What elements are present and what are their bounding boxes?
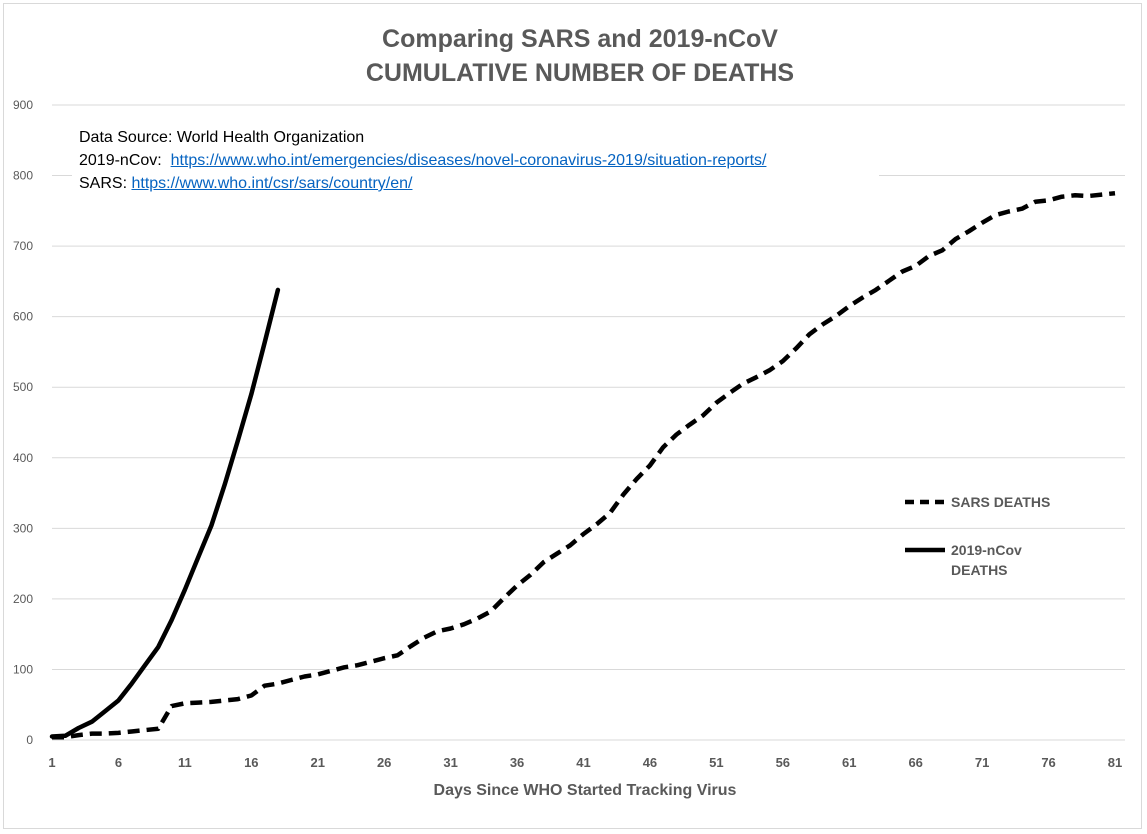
x-tick-label: 46	[643, 755, 657, 770]
x-tick-label: 16	[244, 755, 258, 770]
chart-title: Comparing SARS and 2019-nCoV CUMULATIVE …	[0, 22, 1147, 90]
y-tick-label: 900	[13, 98, 33, 112]
sars-source-line: SARS: https://www.who.int/csr/sars/count…	[79, 172, 879, 195]
chart-title-line1: Comparing SARS and 2019-nCoV	[382, 25, 778, 53]
ncov-source-label: 2019-nCov:	[79, 152, 162, 169]
y-tick-label: 300	[13, 521, 33, 535]
y-axis-ticks: 0 100 200 300 400 500 600 700 800 900	[13, 98, 33, 747]
legend-ncov-label-line1: 2019-nCov	[951, 542, 1022, 558]
x-tick-label: 31	[443, 755, 457, 770]
chart-title-line2: CUMULATIVE NUMBER OF DEATHS	[365, 59, 795, 87]
x-tick-label: 81	[1108, 755, 1122, 770]
ncov-source-link[interactable]: https://www.who.int/emergencies/diseases…	[170, 152, 767, 169]
sars-source-label: SARS:	[79, 175, 128, 192]
gridlines	[52, 104, 1125, 741]
sars-deaths-line	[52, 190, 1116, 740]
x-tick-label: 36	[510, 755, 524, 770]
x-axis-title: Days Since WHO Started Tracking Virus	[434, 782, 737, 799]
x-tick-label: 66	[908, 755, 922, 770]
y-tick-label: 700	[13, 239, 33, 253]
x-tick-label: 71	[975, 755, 989, 770]
y-tick-label: 400	[13, 451, 33, 465]
y-tick-label: 500	[13, 380, 33, 394]
y-tick-label: 800	[13, 169, 33, 183]
y-tick-label: 200	[13, 592, 33, 606]
x-tick-label: 26	[377, 755, 391, 770]
x-axis-ticks: 1 6 11 16 21 26 31 36 41 46 51 56 61 66 71 76 81	[48, 755, 1122, 770]
x-tick-label: 61	[842, 755, 856, 770]
y-tick-label: 100	[13, 662, 33, 676]
series-lines	[49, 190, 1116, 740]
y-tick-label: 600	[13, 310, 33, 324]
x-tick-label: 56	[776, 755, 790, 770]
x-tick-label: 76	[1041, 755, 1055, 770]
legend: SARS DEATHS 2019-nCov DEATHS	[905, 494, 1050, 578]
sars-source-link[interactable]: https://www.who.int/csr/sars/country/en/	[131, 175, 413, 192]
x-tick-label: 6	[115, 755, 122, 770]
legend-ncov-label: 2019-nCov DEATHS	[951, 542, 1026, 578]
legend-ncov-label-line2: DEATHS	[951, 562, 1008, 578]
ncov-source-line: 2019-nCov: https://www.who.int/emergenci…	[79, 149, 879, 172]
x-tick-label: 11	[178, 755, 192, 770]
legend-sars-label: SARS DEATHS	[951, 494, 1050, 510]
x-tick-label: 1	[48, 755, 55, 770]
data-source-box: Data Source: World Health Organization 2…	[72, 124, 879, 196]
y-tick-label: 0	[26, 733, 33, 747]
ncov-deaths-line	[49, 287, 281, 739]
source-line: Data Source: World Health Organization	[79, 129, 365, 146]
x-tick-label: 21	[311, 755, 325, 770]
x-tick-label: 41	[576, 755, 590, 770]
x-tick-label: 51	[709, 755, 723, 770]
